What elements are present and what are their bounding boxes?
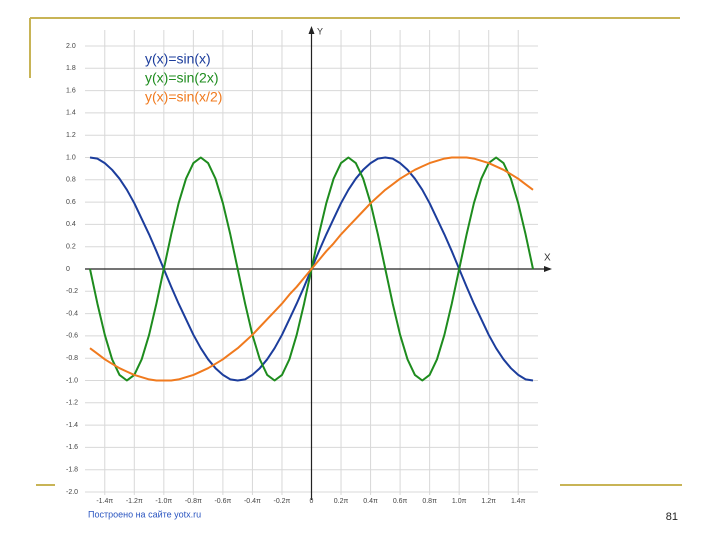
x-axis-arrow xyxy=(544,266,552,272)
legend-entry: y(x)=sin(x/2) xyxy=(145,89,222,105)
legend-entry: y(x)=sin(x) xyxy=(145,51,211,67)
x-tick-label: 1.0π xyxy=(452,498,467,505)
y-tick-label: 1.0 xyxy=(66,154,76,161)
y-tick-label: 0.6 xyxy=(66,199,76,206)
y-tick-label: -1.4 xyxy=(66,422,78,429)
x-tick-label: 0 xyxy=(310,498,314,505)
x-axis-label: X xyxy=(544,253,551,264)
y-tick-label: 1.8 xyxy=(66,65,76,72)
y-tick-label: -1.0 xyxy=(66,377,78,384)
x-tick-label: -0.8π xyxy=(185,498,202,505)
x-tick-label: -1.0π xyxy=(155,498,172,505)
y-tick-label: 0.2 xyxy=(66,244,76,251)
x-tick-label: 1.4π xyxy=(511,498,526,505)
x-tick-label: 0.8π xyxy=(422,498,437,505)
legend-entry: y(x)=sin(2x) xyxy=(145,70,219,86)
y-tick-label: -1.6 xyxy=(66,444,78,451)
plot xyxy=(85,26,552,500)
y-tick-label: 2.0 xyxy=(66,43,76,50)
y-axis-arrow xyxy=(308,26,315,34)
y-tick-label: -1.2 xyxy=(66,400,78,407)
y-tick-label: 0.8 xyxy=(66,177,76,184)
x-tick-label: -1.4π xyxy=(96,498,113,505)
x-tick-label: -1.2π xyxy=(126,498,143,505)
x-tick-label: 0.2π xyxy=(334,498,349,505)
y-tick-label: -1.8 xyxy=(66,467,78,474)
x-tick-label: 0.6π xyxy=(393,498,408,505)
x-tick-label: -0.4π xyxy=(244,498,261,505)
x-tick-label: -0.6π xyxy=(214,498,231,505)
x-tick-label: 0.4π xyxy=(363,498,378,505)
y-tick-label: -0.4 xyxy=(66,310,78,317)
y-tick-label: 1.4 xyxy=(66,110,76,117)
y-tick-label: -0.6 xyxy=(66,333,78,340)
y-tick-label: 1.2 xyxy=(66,132,76,139)
x-tick-label: -0.2π xyxy=(274,498,291,505)
y-tick-label: -0.8 xyxy=(66,355,78,362)
y-axis-label: Y xyxy=(317,26,323,36)
y-tick-label: -0.2 xyxy=(66,288,78,295)
series-line xyxy=(89,156,534,382)
x-tick-label: 1.2π xyxy=(481,498,496,505)
y-tick-label: 0.4 xyxy=(66,221,76,228)
slide-number: 81 xyxy=(666,511,678,523)
source: Построено на сайте yotx.ru xyxy=(88,509,201,519)
y-tick-label: 1.6 xyxy=(66,87,76,94)
y-tick-label: 0 xyxy=(66,266,70,273)
y-tick-label: -2.0 xyxy=(66,489,78,496)
